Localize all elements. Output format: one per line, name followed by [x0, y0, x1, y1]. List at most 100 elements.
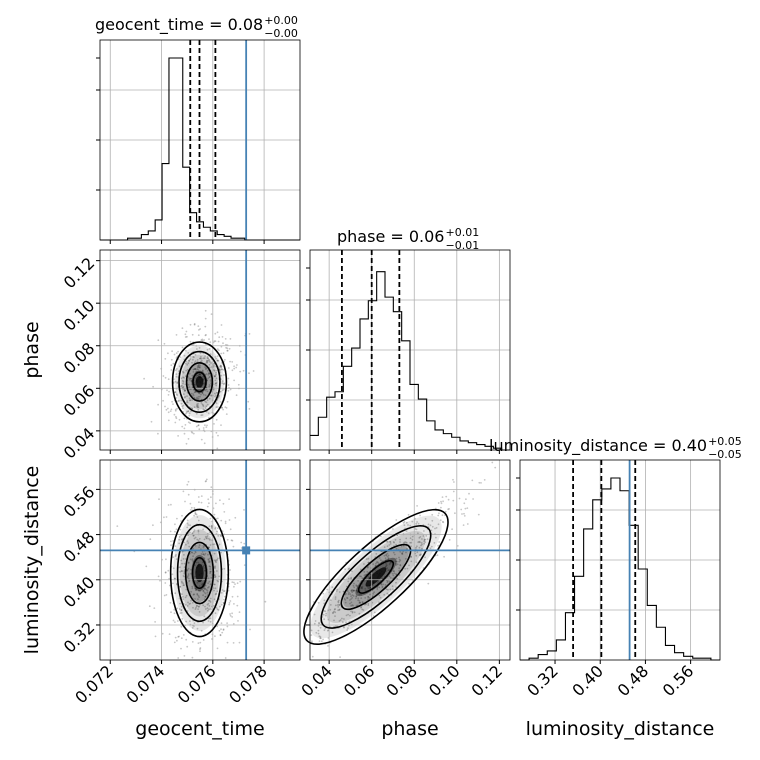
sample-point	[376, 577, 379, 579]
sample-point	[190, 378, 193, 380]
sample-point	[417, 541, 420, 544]
sample-point	[231, 616, 234, 618]
sample-point	[187, 578, 190, 580]
sample-point	[203, 339, 206, 341]
sample-point	[341, 617, 343, 620]
sample-point	[193, 323, 196, 326]
sample-point	[197, 325, 200, 327]
sample-point	[204, 480, 207, 483]
sample-point	[174, 636, 177, 639]
sample-point	[185, 401, 188, 404]
sample-point	[399, 550, 402, 553]
sample-point	[188, 386, 191, 388]
sample-point	[208, 586, 210, 588]
sample-point	[170, 503, 172, 506]
sample-point	[204, 366, 207, 368]
sample-point	[175, 373, 178, 376]
sample-point	[178, 365, 181, 368]
sample-point	[182, 393, 185, 395]
sample-point	[178, 608, 181, 610]
sample-point	[183, 562, 186, 565]
sample-point	[174, 408, 177, 411]
sample-point	[165, 558, 167, 561]
sample-point	[375, 561, 378, 564]
sample-point	[331, 631, 334, 634]
sample-point	[389, 588, 392, 591]
sample-point	[441, 520, 444, 523]
sample-point	[366, 584, 368, 587]
sample-point	[198, 329, 200, 331]
sample-point	[197, 594, 200, 597]
sample-point	[212, 604, 215, 607]
sample-point	[182, 634, 185, 636]
sample-point	[352, 589, 355, 592]
sample-point	[372, 563, 375, 565]
sample-point	[224, 358, 226, 361]
sample-point	[226, 625, 229, 628]
sample-point	[411, 535, 414, 538]
sample-point	[178, 538, 181, 541]
sample-point	[214, 587, 217, 590]
sample-point	[162, 375, 165, 377]
sample-point	[385, 554, 388, 557]
sample-point	[197, 402, 200, 405]
sample-point	[329, 604, 332, 606]
sample-point	[378, 557, 381, 559]
sample-point	[197, 368, 200, 371]
sample-point	[216, 331, 219, 334]
sample-point	[216, 608, 219, 611]
sample-point	[201, 561, 204, 564]
sample-point	[180, 609, 183, 611]
sample-point	[201, 583, 203, 586]
sample-point	[181, 570, 183, 572]
sample-point	[417, 522, 420, 525]
sample-point	[174, 523, 176, 526]
sample-point	[217, 340, 220, 343]
sample-point	[383, 546, 386, 548]
sample-point	[430, 545, 433, 548]
sample-point	[351, 610, 354, 613]
sample-point	[200, 393, 202, 396]
sample-point	[320, 640, 323, 643]
sample-point	[366, 566, 369, 569]
sample-point	[451, 528, 453, 531]
sample-point	[203, 554, 206, 556]
sample-point	[216, 447, 219, 450]
sample-point	[219, 605, 221, 608]
contour-line	[176, 523, 223, 623]
sample-point	[197, 605, 200, 608]
sample-point	[207, 553, 209, 556]
sample-point	[181, 562, 183, 565]
sample-point	[175, 554, 177, 556]
sample-point	[248, 333, 251, 335]
sample-point	[359, 575, 361, 578]
sample-point	[368, 585, 371, 587]
sample-point	[215, 357, 218, 360]
sample-point	[216, 559, 219, 561]
sample-point	[227, 377, 230, 380]
sample-point	[379, 574, 382, 577]
sample-point	[208, 525, 211, 528]
sample-point	[380, 583, 383, 585]
sample-point	[349, 599, 351, 601]
sample-point	[206, 348, 209, 351]
sample-point	[152, 524, 154, 527]
sample-point	[188, 412, 191, 415]
sample-point	[157, 403, 160, 406]
sample-point	[186, 335, 188, 338]
sample-point	[215, 394, 217, 397]
sample-point	[203, 588, 206, 590]
sample-point	[430, 529, 433, 532]
sample-point	[194, 368, 197, 370]
sample-point	[207, 412, 210, 415]
sample-point	[215, 391, 218, 394]
sample-point	[198, 544, 201, 546]
sample-point	[183, 354, 186, 357]
sample-point	[199, 376, 202, 378]
sample-point	[220, 628, 222, 631]
sample-point	[208, 372, 211, 375]
sample-point	[367, 576, 370, 578]
sample-point	[243, 509, 245, 511]
sample-point	[350, 577, 352, 580]
sample-point	[176, 607, 179, 610]
